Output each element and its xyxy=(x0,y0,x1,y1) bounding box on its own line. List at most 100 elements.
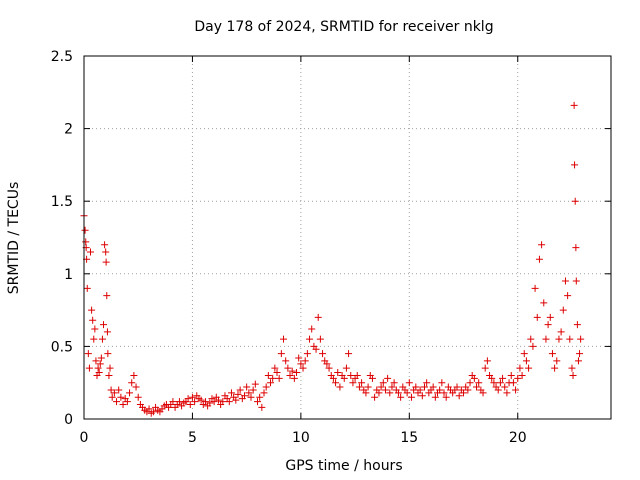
data-point xyxy=(201,398,209,406)
data-point xyxy=(509,379,517,387)
data-point xyxy=(438,379,446,387)
data-point xyxy=(420,383,428,391)
data-point xyxy=(559,306,567,314)
data-point xyxy=(555,335,563,343)
data-point xyxy=(95,369,103,377)
data-point xyxy=(329,374,337,382)
data-point xyxy=(108,393,116,401)
data-point xyxy=(496,379,504,387)
data-point xyxy=(301,357,309,365)
data-point xyxy=(407,393,415,401)
data-point xyxy=(247,393,255,401)
data-point xyxy=(325,364,333,372)
data-point xyxy=(286,371,294,379)
data-point xyxy=(455,392,463,400)
data-point xyxy=(262,383,270,391)
data-point xyxy=(105,371,113,379)
data-point xyxy=(94,364,102,372)
y-tick-label: 2.5 xyxy=(51,49,73,65)
data-point xyxy=(100,321,108,329)
data-point xyxy=(249,386,257,394)
data-point xyxy=(577,335,585,343)
data-point xyxy=(130,371,138,379)
data-point xyxy=(490,379,498,387)
data-point xyxy=(96,360,104,368)
data-point xyxy=(88,306,96,314)
x-tick-label: 20 xyxy=(509,430,527,446)
data-point xyxy=(501,383,509,391)
data-point xyxy=(470,374,478,382)
data-point xyxy=(390,379,398,387)
data-point xyxy=(576,350,584,358)
y-tick-label: 1.5 xyxy=(51,194,73,210)
data-point xyxy=(236,386,244,394)
data-point xyxy=(564,292,572,300)
data-point xyxy=(481,364,489,372)
data-point xyxy=(533,313,541,321)
data-point xyxy=(520,350,528,358)
data-point xyxy=(91,325,99,333)
data-point xyxy=(440,389,448,397)
data-point xyxy=(83,284,91,292)
data-point xyxy=(282,357,290,365)
data-point xyxy=(119,400,127,408)
data-point xyxy=(403,389,411,397)
data-series-srmtid xyxy=(80,101,585,417)
data-point xyxy=(384,374,392,382)
data-point xyxy=(297,360,305,368)
data-point xyxy=(345,350,353,358)
data-point xyxy=(85,364,93,372)
data-point xyxy=(102,258,110,266)
data-point xyxy=(102,248,110,256)
data-point xyxy=(473,383,481,391)
data-point xyxy=(342,364,350,372)
data-point xyxy=(101,241,109,249)
data-point xyxy=(544,321,552,329)
data-point xyxy=(375,389,383,397)
data-point xyxy=(571,197,579,205)
data-point xyxy=(507,371,515,379)
data-point xyxy=(572,244,580,252)
data-point xyxy=(535,255,543,263)
data-point xyxy=(245,389,253,397)
data-point xyxy=(267,379,275,387)
data-point xyxy=(418,392,426,400)
data-point xyxy=(243,383,251,391)
data-point xyxy=(149,408,157,416)
data-point xyxy=(219,398,227,406)
data-point xyxy=(405,379,413,387)
plot-frame xyxy=(83,55,612,420)
data-point xyxy=(107,386,115,394)
data-point xyxy=(145,405,153,413)
data-point xyxy=(306,335,314,343)
data-point xyxy=(258,403,266,411)
data-point xyxy=(191,398,199,406)
data-point xyxy=(453,383,461,391)
data-point xyxy=(299,364,307,372)
data-point xyxy=(557,328,565,336)
data-point xyxy=(386,389,394,397)
data-point xyxy=(573,321,581,329)
data-point xyxy=(251,380,259,388)
data-point xyxy=(117,393,125,401)
data-point xyxy=(269,374,277,382)
data-point xyxy=(319,350,327,358)
data-point xyxy=(388,383,396,391)
y-tick-label: 2 xyxy=(64,122,73,138)
data-point xyxy=(275,374,283,382)
data-point xyxy=(234,390,242,398)
x-tick-label: 15 xyxy=(400,430,418,446)
data-point xyxy=(92,357,100,365)
data-point xyxy=(81,226,89,234)
data-point xyxy=(479,389,487,397)
data-point xyxy=(494,386,502,394)
data-point xyxy=(569,371,577,379)
data-point xyxy=(89,316,97,324)
data-point xyxy=(522,357,530,365)
data-point xyxy=(397,393,405,401)
y-tick-label: 0 xyxy=(64,412,73,428)
data-point xyxy=(197,396,205,404)
data-point xyxy=(123,398,131,406)
data-point xyxy=(214,396,222,404)
data-point xyxy=(412,383,420,391)
